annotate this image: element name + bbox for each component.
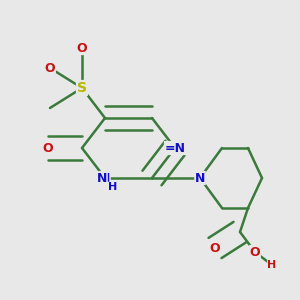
Text: O: O (45, 61, 55, 74)
Text: O: O (43, 142, 53, 154)
Text: H: H (108, 182, 117, 192)
Text: O: O (250, 245, 260, 259)
Text: O: O (210, 242, 220, 254)
Text: N: N (100, 172, 110, 184)
Text: H: H (267, 260, 277, 270)
Text: N: N (195, 172, 205, 184)
Text: N: N (97, 172, 107, 185)
Text: S: S (77, 81, 87, 95)
Text: O: O (77, 41, 87, 55)
Text: =N: =N (164, 142, 185, 154)
